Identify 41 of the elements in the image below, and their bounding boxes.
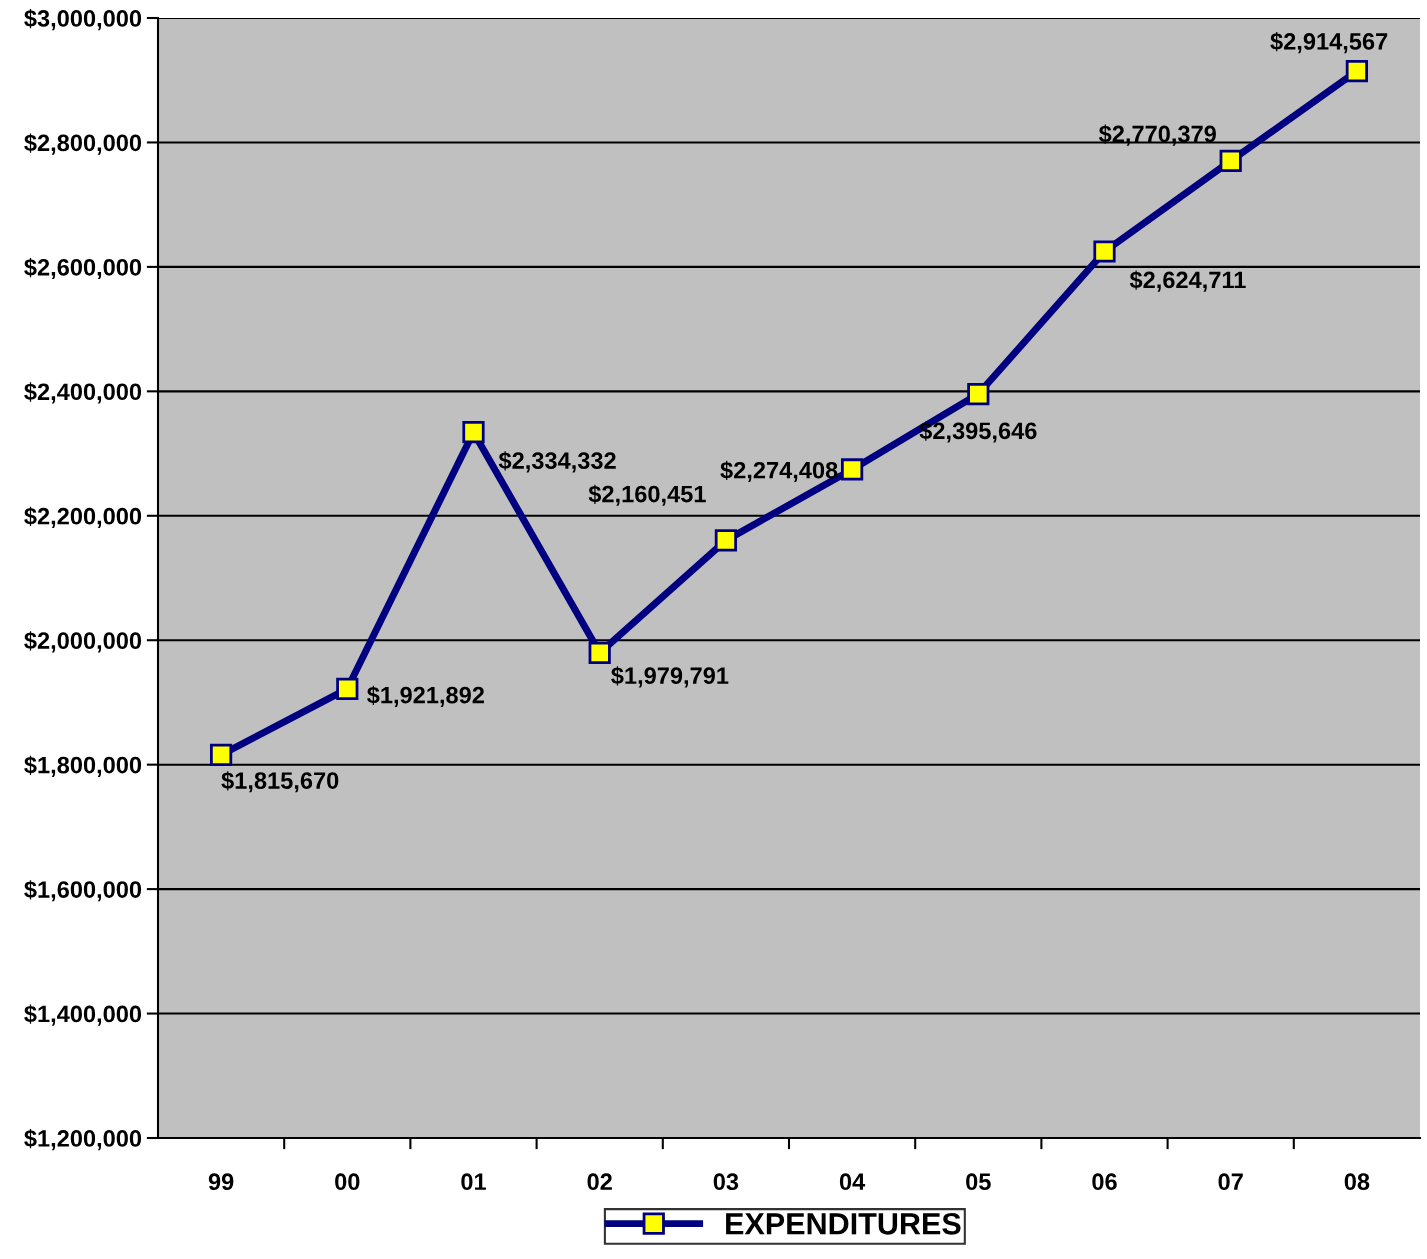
data-label: $1,815,670 <box>221 771 339 793</box>
y-tick-label: $2,200,000 <box>24 506 142 528</box>
x-tick-label: 00 <box>335 1173 360 1191</box>
x-tick-label: 02 <box>587 1173 612 1191</box>
data-label: $1,921,892 <box>367 685 484 707</box>
y-tick-label: $1,200,000 <box>24 1129 142 1151</box>
y-tick-label: $3,000,000 <box>24 9 142 31</box>
point <box>967 382 990 406</box>
y-tick-label: $2,800,000 <box>24 133 142 155</box>
data-label: $1,979,791 <box>611 666 729 688</box>
data-label: $2,395,646 <box>919 421 1037 443</box>
x-tick-label: 03 <box>713 1173 739 1191</box>
x-tick-label: 01 <box>461 1173 486 1191</box>
point <box>209 743 233 767</box>
point <box>588 641 611 664</box>
data-label: $2,274,408 <box>720 460 838 483</box>
y-tick-label: $1,800,000 <box>24 755 142 777</box>
y-tick-label: $2,400,000 <box>24 382 142 404</box>
point <box>1345 60 1369 83</box>
x-tick-label: 06 <box>1092 1173 1117 1191</box>
x-tick-label: 04 <box>839 1173 866 1191</box>
point <box>1093 240 1116 263</box>
x-tick-label: 99 <box>208 1173 234 1191</box>
point <box>462 421 485 444</box>
y-tick-label: $1,400,000 <box>24 1004 142 1026</box>
point <box>1219 149 1242 172</box>
data-label: $2,334,332 <box>498 451 616 473</box>
y-tick-label: $2,000,000 <box>24 631 142 653</box>
point <box>336 677 359 700</box>
y-tick-label: $1,600,000 <box>24 880 142 902</box>
legend-label: EXPENDITURES <box>726 1212 961 1235</box>
y-tick-label: $2,600,000 <box>24 257 142 280</box>
data-label: $2,624,711 <box>1129 270 1246 292</box>
x-tick-label: 05 <box>966 1173 991 1191</box>
data-label: $2,914,567 <box>1270 32 1388 54</box>
data-label: $2,160,451 <box>588 484 706 506</box>
point <box>714 529 738 552</box>
data-label: $2,770,379 <box>1098 124 1216 146</box>
x-tick-label: 07 <box>1218 1173 1243 1191</box>
point <box>840 458 864 481</box>
x-tick-label: 08 <box>1344 1173 1370 1191</box>
